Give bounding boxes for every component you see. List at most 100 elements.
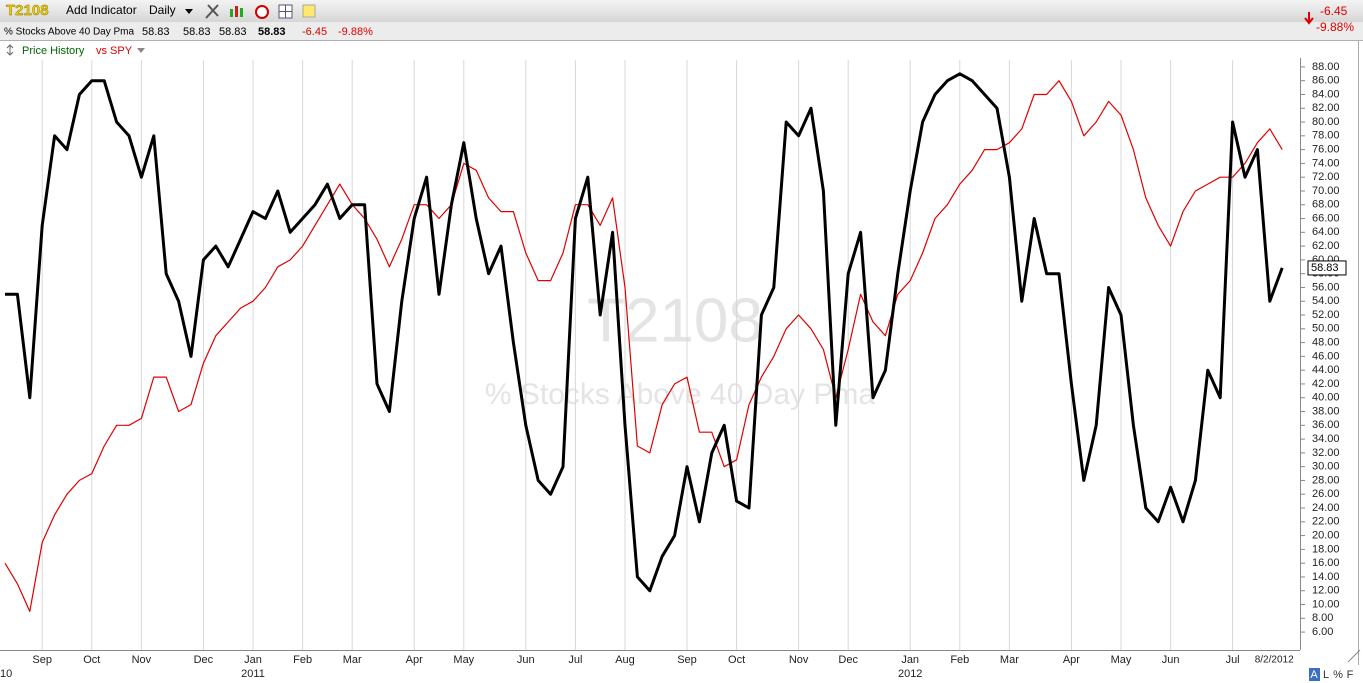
x-tick-label: Feb — [293, 654, 312, 666]
y-tick-label: 44.00 — [1312, 364, 1340, 376]
quote-bar — [0, 22, 1363, 40]
x-tick-label: Mar — [343, 654, 362, 666]
y-tick-label: 40.00 — [1312, 392, 1340, 404]
y-tick-label: 38.00 — [1312, 405, 1340, 417]
x-tick-label: Oct — [83, 654, 100, 666]
y-tick-label: 22.00 — [1312, 516, 1340, 528]
y-tick-label: 84.00 — [1312, 88, 1340, 100]
y-tick-label: 18.00 — [1312, 543, 1340, 555]
last-value-label: 58.83 — [1311, 262, 1339, 274]
x-tick-label: Jun — [517, 654, 535, 666]
x-tick-label: Feb — [950, 654, 969, 666]
bars-icon[interactable] — [230, 9, 233, 17]
x-tick-label: May — [453, 654, 474, 666]
period-select[interactable]: Daily — [149, 3, 176, 17]
clock-icon[interactable] — [255, 5, 269, 19]
quote-last: 58.83 — [258, 26, 286, 38]
y-tick-label: 8.00 — [1312, 612, 1333, 624]
corner-button[interactable]: A — [1310, 669, 1318, 681]
y-tick-label: 56.00 — [1312, 281, 1340, 293]
tools-icon[interactable] — [205, 4, 219, 19]
legend-dropdown[interactable] — [137, 48, 145, 53]
corner-button[interactable]: F — [1347, 669, 1354, 681]
watermark-name: % Stocks Above 40 Day Pma — [485, 378, 876, 411]
x-tick-label: Oct — [728, 654, 745, 666]
quote-line: % Stocks Above 40 Day Pma 58.83 58.83 58… — [4, 26, 373, 38]
x-tick-label: Nov — [789, 654, 809, 666]
toolbar-icons — [205, 4, 316, 19]
corner-button[interactable]: % — [1333, 669, 1343, 681]
y-tick-label: 50.00 — [1312, 323, 1340, 335]
corner-buttons: A L% F — [1309, 668, 1354, 681]
x-tick-label: Jul — [1226, 654, 1240, 666]
grid-icon-lines — [279, 5, 292, 18]
y-tick-label: 24.00 — [1312, 502, 1340, 514]
year-label: 2012 — [898, 668, 922, 680]
y-tick-label: 32.00 — [1312, 447, 1340, 459]
x-tick-label: May — [1111, 654, 1132, 666]
x-tick-label: Jul — [568, 654, 582, 666]
corner-button[interactable]: L — [1323, 669, 1329, 681]
y-tick-label: 52.00 — [1312, 309, 1340, 321]
y-tick-label: 66.00 — [1312, 212, 1340, 224]
y-tick-label: 54.00 — [1312, 295, 1340, 307]
legend-move-icon[interactable] — [6, 44, 14, 56]
x-tick-label: Dec — [838, 654, 858, 666]
y-tick-label: 62.00 — [1312, 240, 1340, 252]
x-tick-label: Apr — [406, 654, 423, 666]
header-change: -6.45 — [1320, 4, 1348, 18]
y-tick-label: 70.00 — [1312, 185, 1340, 197]
y-tick-label: 46.00 — [1312, 350, 1340, 362]
quote-change: -6.45 — [302, 26, 327, 38]
corner-button-bg — [1309, 668, 1320, 681]
symbol[interactable]: T2108 — [6, 2, 49, 19]
y-tick-label: 76.00 — [1312, 144, 1340, 156]
y-tick-label: 36.00 — [1312, 419, 1340, 431]
y-tick-label: 6.00 — [1312, 626, 1333, 638]
legend-compare: vs SPY — [96, 45, 133, 57]
x-tick-label: Jan — [901, 654, 919, 666]
series-line — [4, 80, 1283, 613]
y-tick-label: 48.00 — [1312, 336, 1340, 348]
note-icon[interactable] — [302, 4, 316, 18]
bars-icon-3 — [240, 8, 243, 17]
x-tick-label: Aug — [615, 654, 635, 666]
y-tick-label: 64.00 — [1312, 226, 1340, 238]
y-tick-label: 42.00 — [1312, 378, 1340, 390]
y-tick-label: 80.00 — [1312, 116, 1340, 128]
x-tick-label: Jun — [1162, 654, 1180, 666]
quote: 58.83 — [219, 26, 247, 38]
quote: 58.83 — [142, 26, 170, 38]
y-tick-label: 16.00 — [1312, 557, 1340, 569]
quote: 58.83 — [183, 26, 211, 38]
y-tick-label: 78.00 — [1312, 130, 1340, 142]
legend-price: Price History — [22, 45, 85, 57]
down-arrow — [1304, 12, 1314, 25]
y-tick-label: 14.00 — [1312, 571, 1340, 583]
y-tick-label: 72.00 — [1312, 171, 1340, 183]
y-tick-label: 26.00 — [1312, 488, 1340, 500]
y-tick-label: 82.00 — [1312, 102, 1340, 114]
resize-grip[interactable] — [1347, 649, 1361, 663]
x-tick-label: Mar — [1000, 654, 1019, 666]
x-tick-label: Apr — [1063, 654, 1080, 666]
header-change-pct: -9.88% — [1316, 20, 1354, 34]
y-tick-label: 20.00 — [1312, 529, 1340, 541]
period-dropdown-arrow[interactable] — [185, 9, 193, 14]
x-tick-label: Sep — [677, 654, 697, 666]
y-tick-label: 74.00 — [1312, 157, 1340, 169]
y-tick-label: 34.00 — [1312, 433, 1340, 445]
last-value-box — [1307, 260, 1347, 276]
year-label: 2011 — [241, 668, 265, 680]
y-tick-label: 28.00 — [1312, 474, 1340, 486]
x-tick-label: Jan — [244, 654, 262, 666]
add-indicator[interactable]: Add Indicator — [66, 3, 137, 17]
y-tick-label: 30.00 — [1312, 461, 1340, 473]
y-tick-label: 88.00 — [1312, 61, 1340, 73]
x-tick-label: Sep — [32, 654, 52, 666]
quote-change-pct: -9.88% — [338, 26, 373, 38]
year-label: 10 — [0, 668, 12, 680]
